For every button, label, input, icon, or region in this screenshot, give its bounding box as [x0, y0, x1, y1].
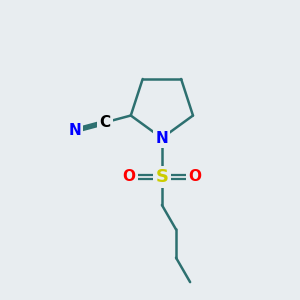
Text: O: O — [123, 169, 136, 184]
Text: N: N — [68, 123, 81, 138]
Text: O: O — [188, 169, 201, 184]
Text: S: S — [155, 168, 168, 186]
Text: N: N — [155, 130, 168, 146]
Text: C: C — [100, 115, 111, 130]
